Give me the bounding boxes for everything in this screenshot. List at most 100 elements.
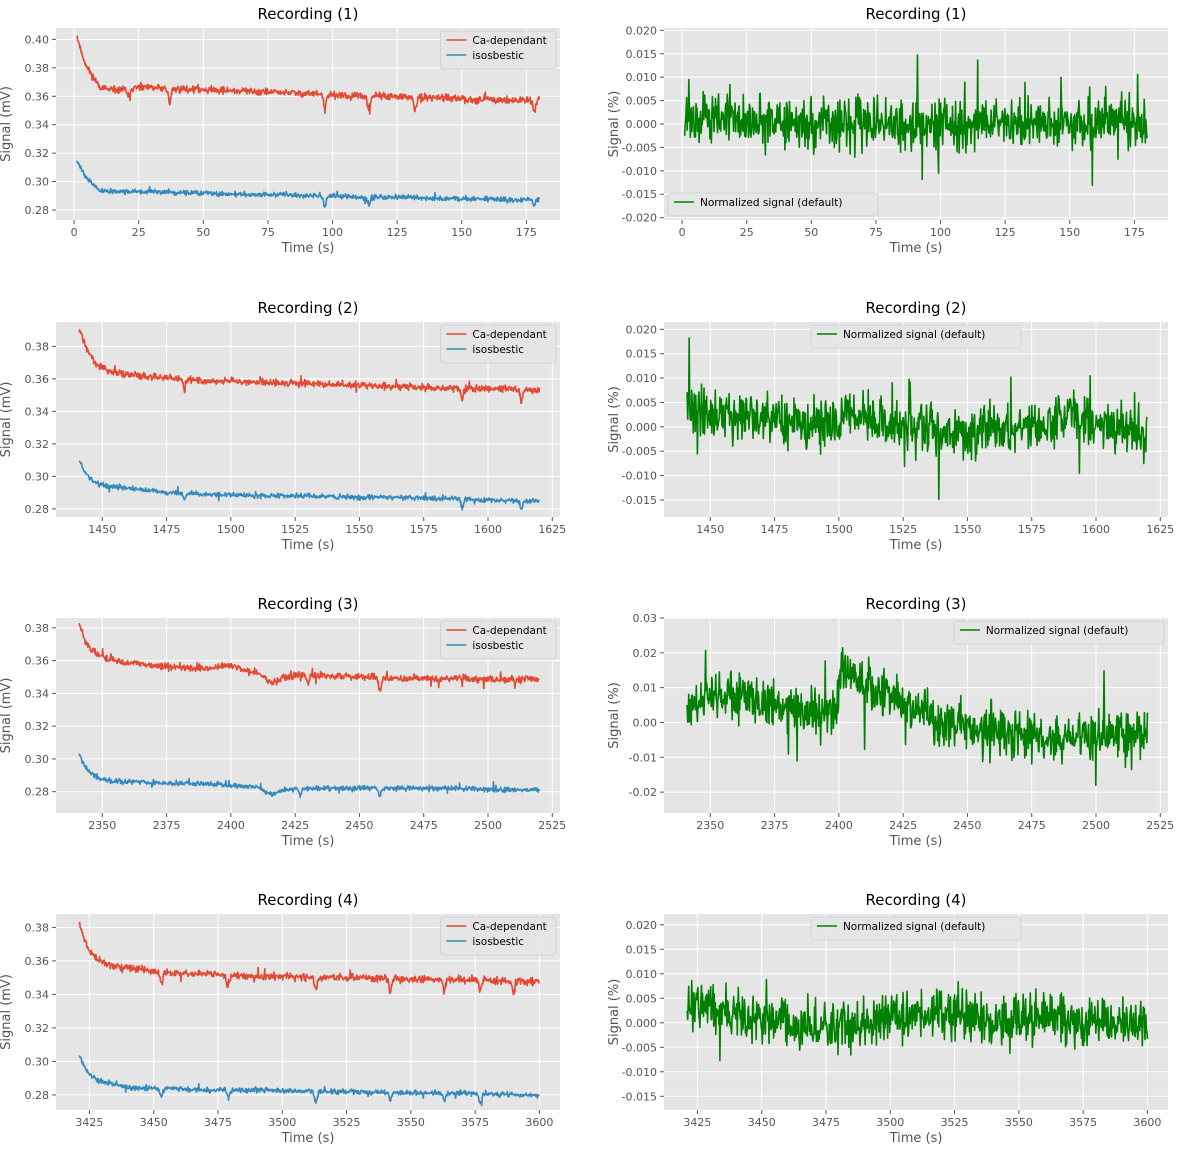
x-tick-label: 3600	[525, 1116, 553, 1129]
x-axis-label: Time (s)	[889, 1131, 943, 1146]
y-tick-label: 0.28	[25, 503, 50, 516]
y-tick-label: -0.010	[622, 1066, 657, 1079]
legend-entry: Normalized signal (default)	[986, 625, 1128, 637]
x-tick-label: 1600	[474, 523, 502, 536]
y-axis-label: Signal (mV)	[0, 86, 14, 162]
y-tick-label: 0.34	[25, 119, 50, 132]
x-tick-label: 2400	[217, 819, 245, 832]
y-tick-label: 0.005	[626, 95, 658, 108]
legend-entry: Normalized signal (default)	[843, 921, 985, 933]
y-axis-label: Signal (%)	[607, 386, 622, 453]
legend-entry: Ca-dependant	[472, 921, 546, 933]
x-tick-label: 125	[995, 226, 1016, 239]
x-tick-label: 2425	[889, 819, 917, 832]
y-tick-label: -0.005	[622, 141, 657, 154]
x-tick-label: 100	[322, 226, 343, 239]
y-tick-label: -0.01	[629, 751, 657, 764]
x-tick-label: 25	[132, 226, 146, 239]
legend: Normalized signal (default)	[953, 620, 1165, 645]
y-tick-label: -0.010	[622, 470, 657, 483]
series-line-ca-dependant	[78, 328, 541, 405]
y-tick-label: 0.020	[626, 323, 658, 336]
legend: Ca-dependant isosbestic	[439, 916, 557, 956]
y-tick-label: 0.32	[25, 438, 50, 451]
y-axis-label: Signal (%)	[607, 91, 622, 158]
legend: Normalized signal (default)	[810, 916, 1022, 941]
legend-frame	[439, 916, 557, 956]
y-tick-label: 0.30	[25, 753, 50, 766]
x-tick-label: 2400	[825, 819, 853, 832]
chart-title: Recording (4)	[865, 891, 966, 909]
series-line-isosbestic	[75, 160, 541, 208]
legend: Ca-dependant isosbestic	[439, 324, 557, 364]
x-tick-label: 50	[196, 226, 210, 239]
y-tick-label: 0.34	[25, 988, 50, 1001]
x-tick-label: 3475	[204, 1116, 232, 1129]
x-tick-label: 3575	[461, 1116, 489, 1129]
series-line-ca-dependant	[78, 921, 541, 996]
y-tick-label: 0.015	[626, 48, 658, 61]
y-tick-label: 0.020	[626, 24, 658, 37]
y-tick-label: 0.30	[25, 1055, 50, 1068]
x-tick-label: 1550	[953, 523, 981, 536]
chart-title: Recording (3)	[257, 595, 358, 613]
x-tick-label: 3425	[75, 1116, 103, 1129]
y-tick-label: 0.34	[25, 687, 50, 700]
chart-title: Recording (3)	[865, 595, 966, 613]
x-tick-label: 1500	[217, 523, 245, 536]
legend-frame	[439, 620, 557, 660]
x-tick-label: 3575	[1069, 1116, 1097, 1129]
y-tick-label: 0.005	[626, 396, 658, 409]
y-tick-label: 0.28	[25, 204, 50, 217]
series-line-normalized-signal-default-	[686, 646, 1149, 787]
y-tick-label: 0.000	[626, 1017, 658, 1030]
series-line-normalized-signal-default-	[686, 978, 1149, 1062]
y-tick-label: 0.40	[25, 33, 50, 46]
x-tick-label: 175	[516, 226, 537, 239]
x-tick-label: 3600	[1133, 1116, 1161, 1129]
series-line-normalized-signal-default-	[686, 337, 1148, 501]
x-tick-label: 3450	[140, 1116, 168, 1129]
chart-panel-4: 1450 1475 1500 1525 1550 1575 1600 1625 -0.015 -0…	[607, 299, 1174, 553]
legend: Ca-dependant isosbestic	[439, 30, 557, 70]
x-tick-label: 1525	[281, 523, 309, 536]
y-tick-label: 0.36	[25, 373, 50, 386]
series-line-normalized-signal-default-	[683, 54, 1149, 187]
x-axis-label: Time (s)	[281, 834, 335, 849]
y-tick-label: 0.38	[25, 921, 50, 934]
y-tick-label: 0.01	[633, 682, 658, 695]
x-tick-label: 2475	[1018, 819, 1046, 832]
y-tick-label: 0.00	[633, 716, 658, 729]
y-tick-label: 0.32	[25, 1022, 50, 1035]
x-tick-label: 3450	[748, 1116, 776, 1129]
x-tick-label: 2525	[538, 819, 566, 832]
x-tick-label: 1625	[538, 523, 566, 536]
y-tick-label: 0.000	[626, 421, 658, 434]
legend-entry: isosbestic	[472, 640, 524, 652]
x-tick-label: 3425	[683, 1116, 711, 1129]
x-tick-label: 2475	[410, 819, 438, 832]
x-tick-label: 1625	[1146, 523, 1174, 536]
x-axis-label: Time (s)	[889, 538, 943, 553]
y-axis-label: Signal (%)	[607, 979, 622, 1046]
y-tick-label: -0.015	[622, 188, 657, 201]
legend-entry: Normalized signal (default)	[700, 197, 842, 209]
chart-panel-6: 2350 2375 2400 2425 2450 2475 2500 2525 -0.02 -0.…	[607, 595, 1174, 849]
y-tick-label: 0.34	[25, 405, 50, 418]
x-tick-label: 50	[804, 226, 818, 239]
y-tick-label: -0.015	[622, 494, 657, 507]
y-tick-label: 0.015	[626, 348, 658, 361]
y-tick-label: -0.015	[622, 1090, 657, 1103]
chart-panel-3: 1450 1475 1500 1525 1550 1575 1600 1625 0.28 0.30…	[0, 299, 566, 553]
y-tick-label: 0.38	[25, 622, 50, 635]
x-tick-label: 2500	[474, 819, 502, 832]
y-tick-label: -0.010	[622, 165, 657, 178]
y-tick-label: -0.005	[622, 1041, 657, 1054]
x-tick-label: 1575	[410, 523, 438, 536]
chart-panel-2: 0 25 50 75 100 125 150 175 -0.020 -0.015 -0.010 -0.…	[607, 5, 1168, 256]
x-tick-label: 2350	[88, 819, 116, 832]
chart-title: Recording (1)	[257, 5, 358, 23]
x-tick-label: 1450	[696, 523, 724, 536]
legend: Normalized signal (default)	[667, 192, 879, 217]
